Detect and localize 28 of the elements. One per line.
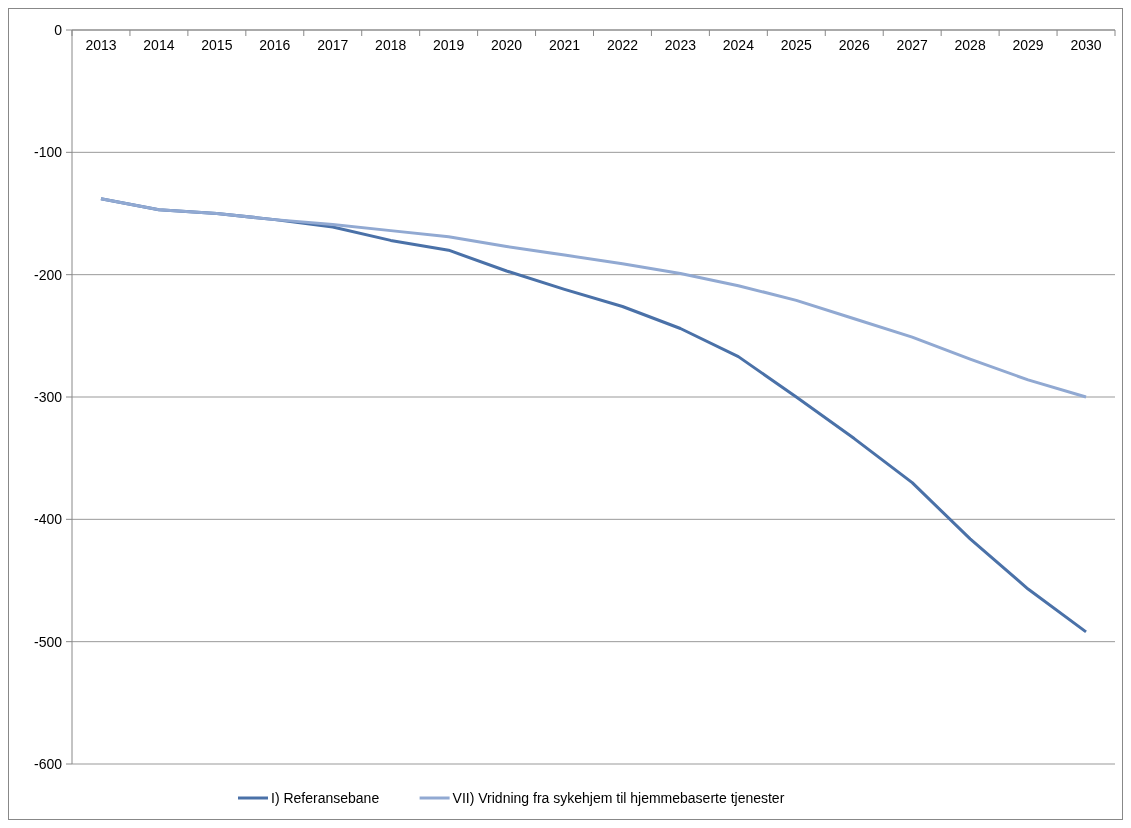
legend-label: I) Referansebane <box>271 789 380 806</box>
line-series <box>99 197 1088 399</box>
x-tick-label: 2022 <box>606 37 639 53</box>
y-tick-label: -300 <box>33 388 63 405</box>
x-tick-label: 2019 <box>433 37 465 53</box>
x-tick-label: 2029 <box>1012 37 1044 53</box>
x-tick-label: 2027 <box>896 37 928 53</box>
x-tick-label: 2020 <box>491 37 523 53</box>
x-tick-label: 2030 <box>1070 37 1102 53</box>
x-tick-label: 2023 <box>664 37 697 53</box>
x-tick-label: 2026 <box>838 37 871 53</box>
x-tick-label: 2014 <box>143 37 175 53</box>
x-tick-label: 2017 <box>317 37 349 53</box>
x-tick-label: 2021 <box>548 37 581 53</box>
x-tick-label: 2024 <box>722 37 755 53</box>
y-tick-label: 0 <box>54 21 63 38</box>
x-tick-label: 2025 <box>780 37 813 53</box>
x-tick-label: 2016 <box>259 37 291 53</box>
y-tick-label: -200 <box>33 266 63 283</box>
y-tick-label: -100 <box>33 144 63 161</box>
y-tick-label: -400 <box>33 511 63 528</box>
y-tick-label: -500 <box>33 633 63 650</box>
x-tick-label: 2013 <box>85 37 117 53</box>
x-tick-label: 2018 <box>375 37 407 53</box>
y-tick-label: -600 <box>33 755 63 772</box>
x-tick-label: 2028 <box>954 37 986 53</box>
x-tick-label: 2015 <box>201 37 233 53</box>
legend-label: VII) Vridning fra sykehjem til hjemmebaserte tjenester <box>452 789 785 806</box>
